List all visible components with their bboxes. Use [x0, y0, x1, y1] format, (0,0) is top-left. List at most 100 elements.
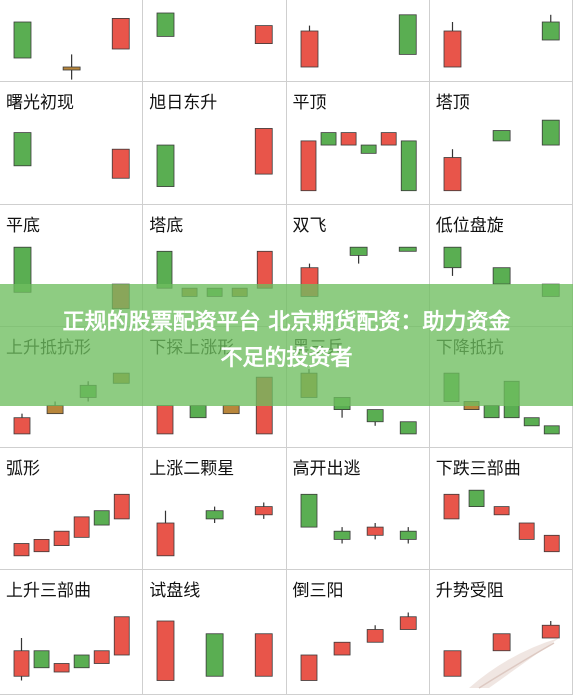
candle-body — [111, 17, 130, 50]
pattern-label: 塔顶 — [435, 93, 470, 113]
candle-body — [340, 132, 356, 146]
candle-body — [349, 246, 368, 256]
candle-body — [300, 30, 318, 68]
candle-body — [492, 267, 511, 285]
candle-body — [333, 530, 350, 540]
candle-body — [205, 633, 224, 677]
pattern-chart — [443, 14, 560, 68]
candle-body — [53, 663, 70, 673]
pattern-cell: 平顶 — [286, 82, 430, 205]
candle-body — [518, 522, 535, 540]
candle-body — [255, 25, 273, 45]
candle-body — [541, 624, 560, 639]
pattern-cell: 塔顶 — [429, 82, 573, 205]
pattern-chart — [156, 502, 273, 557]
candle-body — [255, 633, 273, 677]
pattern-cell — [429, 0, 573, 82]
candle-body — [366, 629, 384, 643]
candle-body — [223, 405, 240, 415]
pattern-cell — [0, 0, 144, 82]
candle-body — [257, 250, 273, 289]
candle-body — [398, 14, 417, 55]
pattern-cell: 曙光初现 — [0, 82, 144, 205]
watermark-feather-icon — [469, 638, 559, 689]
pattern-label: 上涨二颗星 — [149, 459, 235, 479]
banner-line-1: 正规的股票配资平台 北京期货配资：助力资金 — [62, 310, 511, 335]
pattern-cell: 旭日东升 — [143, 82, 287, 205]
candle-body — [543, 425, 560, 435]
pattern-cell: 高开出逃 — [286, 448, 430, 570]
pattern-label: 低位盘旋 — [435, 216, 504, 236]
candle-body — [13, 417, 31, 435]
candle-body — [492, 130, 511, 142]
candle-body — [483, 405, 500, 419]
candle-body — [33, 539, 50, 553]
candle-body — [366, 526, 384, 536]
candle-body — [156, 12, 175, 37]
pattern-label: 试盘线 — [149, 581, 201, 601]
candle-body — [93, 510, 110, 526]
pattern-chart — [13, 616, 130, 681]
pattern-cell: 上升三部曲 — [0, 570, 144, 695]
pattern-chart — [300, 132, 417, 192]
candle-body — [113, 493, 130, 520]
pattern-chart — [443, 621, 560, 677]
candle-body — [33, 650, 50, 669]
candle-body — [156, 522, 175, 557]
pattern-label: 弧形 — [6, 459, 40, 479]
pattern-label: 下跌三部曲 — [435, 459, 521, 479]
candle-body — [443, 246, 462, 269]
candle-body — [493, 506, 510, 516]
pattern-chart — [156, 128, 273, 187]
pattern-chart — [300, 14, 417, 68]
pattern-chart — [443, 489, 560, 553]
candle-body — [156, 620, 175, 681]
candle-body — [523, 417, 540, 427]
candle-body — [399, 616, 417, 630]
candle-body — [541, 21, 560, 41]
candle-body — [443, 493, 460, 520]
candle-body — [53, 530, 70, 546]
pattern-label: 高开出逃 — [292, 459, 361, 479]
candle-body — [443, 650, 462, 677]
candle-body — [443, 30, 462, 68]
pattern-label: 平顶 — [292, 93, 327, 113]
pattern-label: 上升三部曲 — [6, 581, 91, 601]
pattern-cell: 下跌三部曲 — [429, 448, 573, 570]
candle-body — [468, 489, 485, 508]
candle-body — [443, 157, 462, 192]
candle-body — [541, 119, 560, 146]
pattern-label: 双飞 — [292, 216, 327, 236]
candle-body — [205, 510, 224, 520]
candle-body — [398, 246, 417, 252]
pattern-cell: 倒三阳 — [286, 570, 430, 695]
pattern-label: 升势受阻 — [435, 581, 504, 601]
candle-body — [111, 148, 130, 179]
pattern-cell: 上涨二颗星 — [143, 448, 287, 570]
pattern-label: 塔底 — [149, 216, 184, 236]
pattern-cell: 试盘线 — [143, 570, 287, 695]
pattern-label: 平底 — [6, 216, 40, 236]
candle-body — [255, 128, 273, 175]
candle-body — [300, 654, 317, 681]
candle-body — [13, 650, 30, 677]
candle-body — [46, 405, 64, 415]
candle-body — [156, 144, 175, 187]
candle-body — [300, 493, 317, 528]
banner-line-2: 不足的投资者 — [220, 346, 353, 371]
pattern-chart — [13, 17, 130, 80]
candle-body — [399, 421, 417, 435]
promo-banner[interactable]: 正规的股票配资平台 北京期货配资：助力资金 不足的投资者 — [0, 284, 573, 406]
candle-body — [13, 132, 32, 167]
candle-body — [62, 66, 81, 71]
candle-body — [492, 633, 511, 652]
candle-body — [156, 405, 174, 435]
candle-body — [300, 140, 316, 192]
candle-body — [13, 21, 32, 59]
candle-body — [156, 250, 173, 289]
pattern-chart — [156, 620, 273, 681]
candle-body — [380, 132, 397, 146]
candle-body — [93, 650, 110, 664]
candle-body — [399, 530, 417, 540]
candle-body — [189, 405, 207, 419]
